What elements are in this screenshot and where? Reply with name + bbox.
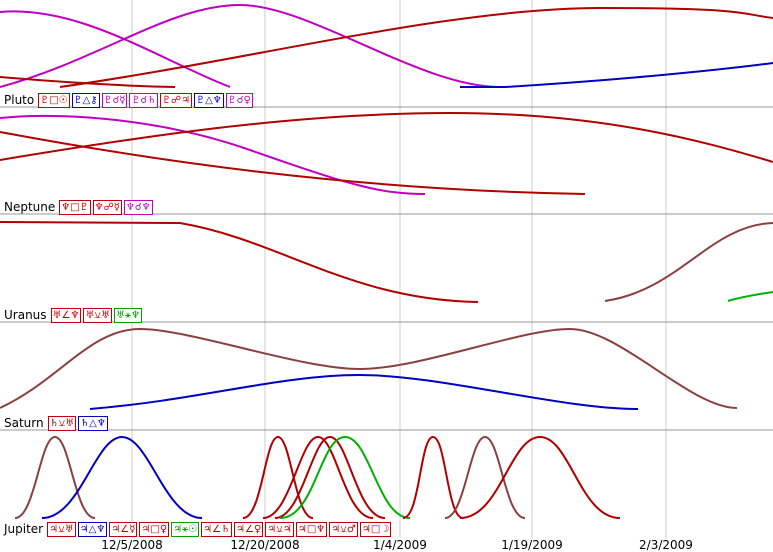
planet-label: Pluto <box>4 93 35 107</box>
aspect-button[interactable]: ♇☍♃ <box>160 92 193 108</box>
planet-label: Jupiter <box>4 522 44 536</box>
aspect-button[interactable]: ♄⚺♅ <box>47 415 77 431</box>
planet-label: Neptune <box>4 200 56 214</box>
track-row: Jupiter ♃⚺♅ ♃△♆ ♃∠☿ ♃□♀ ♃⚹☉ ♃∠♄ ♃∠♀ ♃⚺♃ ♃□♆ ♃⚺♂ ♃□☽ <box>4 521 393 537</box>
aspect-button[interactable]: ♅⚹♆ <box>114 307 142 323</box>
aspect-button[interactable]: ♅⚺♅ <box>83 307 113 323</box>
aspect-button[interactable]: ♃△♆ <box>77 521 108 537</box>
aspect-button[interactable]: ♃∠☿ <box>109 521 138 537</box>
aspect-button[interactable]: ♃□♆ <box>295 521 328 537</box>
date-label: 12/20/2008 <box>230 538 300 552</box>
track-row: Neptune ♆□♇ ♆☍☿ ♆☌♆ <box>4 199 155 215</box>
aspect-button[interactable]: ♇☌♄ <box>129 92 159 108</box>
aspect-button[interactable]: ♇☌♀ <box>225 92 253 108</box>
aspect-button[interactable]: ♃∠♄ <box>201 521 233 537</box>
aspect-button[interactable]: ♇△⚷ <box>71 92 100 108</box>
aspect-button[interactable]: ♄△♆ <box>78 415 108 431</box>
aspect-button[interactable]: ♃⚹☉ <box>171 521 200 537</box>
date-label: 1/19/2009 <box>501 538 563 552</box>
aspect-button[interactable]: ♇△♆ <box>194 92 224 108</box>
aspect-button[interactable]: ♃□♀ <box>139 521 170 537</box>
track-row: Pluto ♇□☉ ♇△⚷ ♇☌☿ ♇☌♄ ♇☍♃ ♇△♆ ♇☌♀ <box>4 92 255 108</box>
aspect-button[interactable]: ♆□♇ <box>59 199 91 215</box>
aspect-button[interactable]: ♆☍☿ <box>92 199 122 215</box>
planet-label: Uranus <box>4 308 47 322</box>
date-label: 2/3/2009 <box>639 538 693 552</box>
track-row: Saturn ♄⚺♅ ♄△♆ <box>4 415 110 431</box>
curves <box>0 3 773 519</box>
aspect-button[interactable]: ♅∠♆ <box>50 307 82 323</box>
planet-label: Saturn <box>4 416 44 430</box>
aspect-button[interactable]: ♇□☉ <box>38 92 70 108</box>
row-separators <box>0 106 773 431</box>
aspect-button[interactable]: ♃∠♀ <box>234 521 264 537</box>
grid <box>131 0 667 538</box>
date-label: 1/4/2009 <box>373 538 427 552</box>
aspect-button[interactable]: ♇☌☿ <box>101 92 128 108</box>
date-label: 12/5/2008 <box>101 538 163 552</box>
aspect-button[interactable]: ♃⚺♃ <box>265 521 294 537</box>
aspect-button[interactable]: ♆☌♆ <box>123 199 153 215</box>
track-row: Uranus ♅∠♆ ♅⚺♅ ♅⚹♆ <box>4 307 144 323</box>
aspect-button[interactable]: ♃⚺♅ <box>47 521 76 537</box>
aspect-button[interactable]: ♃⚺♂ <box>329 521 358 537</box>
aspect-button[interactable]: ♃□☽ <box>359 521 392 537</box>
